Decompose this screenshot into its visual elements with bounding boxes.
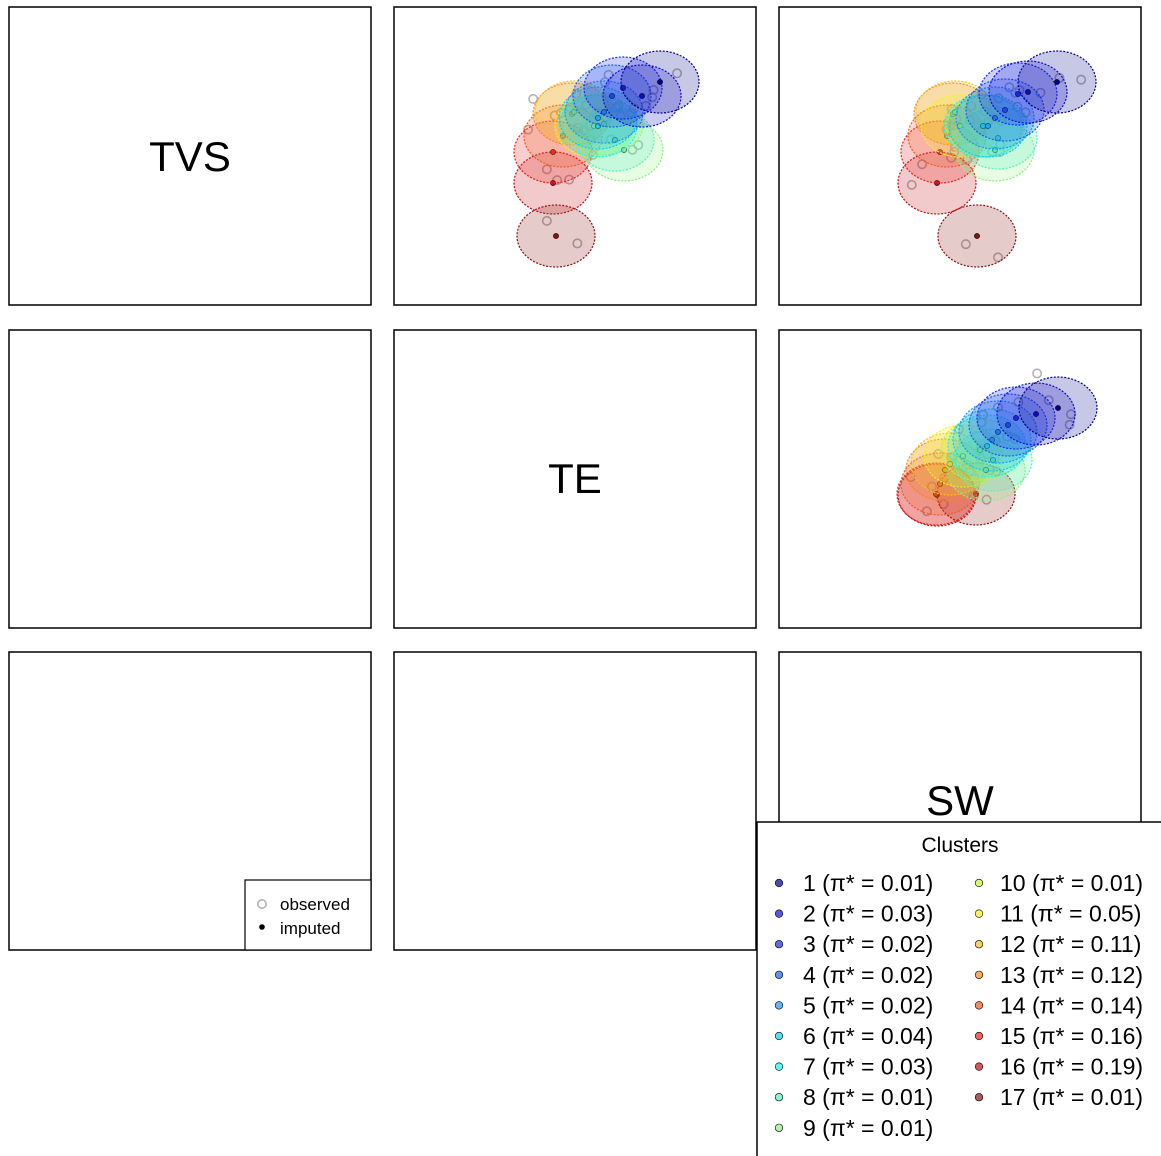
cluster-legend-marker-2 bbox=[775, 910, 783, 918]
cluster-17-center bbox=[974, 233, 979, 238]
panels-layer: TVS TE observed imputed SW bbox=[9, 7, 1141, 950]
cluster-legend-label-6: 6 (π* = 0.04) bbox=[803, 1023, 933, 1049]
scatter-legend: observed imputed bbox=[245, 880, 371, 950]
panel-frame bbox=[9, 330, 371, 628]
cluster-legend-marker-8 bbox=[775, 1093, 783, 1101]
panel-TVS-TVS: TVS bbox=[9, 7, 371, 305]
cluster-legend-label-13: 13 (π* = 0.12) bbox=[1000, 962, 1143, 988]
cluster-legend-label-5: 5 (π* = 0.02) bbox=[803, 992, 933, 1018]
cluster-legend-label-17: 17 (π* = 0.01) bbox=[1000, 1084, 1143, 1110]
cluster-legend-marker-17 bbox=[975, 1093, 983, 1101]
diag-label-te: TE bbox=[548, 455, 602, 502]
cluster-legend-marker-7 bbox=[775, 1063, 783, 1071]
cluster-legend-marker-5 bbox=[775, 1002, 783, 1010]
cluster-legend-marker-13 bbox=[975, 971, 983, 979]
cluster-legend-label-2: 2 (π* = 0.03) bbox=[803, 901, 933, 927]
cluster-legend-label-4: 4 (π* = 0.02) bbox=[803, 962, 933, 988]
cluster-legend-marker-3 bbox=[775, 940, 783, 948]
panel-TE-TVS bbox=[9, 330, 371, 628]
cluster-legend-label-10: 10 (π* = 0.01) bbox=[1000, 870, 1143, 896]
diag-label-sw: SW bbox=[926, 777, 994, 824]
legend-observed-label: observed bbox=[280, 895, 350, 914]
cluster-legend-label-7: 7 (π* = 0.03) bbox=[803, 1054, 933, 1080]
cluster-legend-marker-14 bbox=[975, 1002, 983, 1010]
cluster-legend-marker-4 bbox=[775, 971, 783, 979]
cluster-legend-marker-10 bbox=[975, 879, 983, 887]
cluster-legend-marker-1 bbox=[775, 879, 783, 887]
legend-imputed-label: imputed bbox=[280, 919, 340, 938]
cluster-legend-label-15: 15 (π* = 0.16) bbox=[1000, 1023, 1143, 1049]
panel-SW-TVS: observed imputed bbox=[9, 652, 371, 950]
cluster-1-center bbox=[657, 79, 662, 84]
cluster-legend-marker-12 bbox=[975, 940, 983, 948]
cluster-legend-label-9: 9 (π* = 0.01) bbox=[803, 1115, 933, 1141]
cluster-legend-label-11: 11 (π* = 0.05) bbox=[1000, 901, 1141, 927]
diag-label-tvs: TVS bbox=[149, 133, 231, 180]
cluster-1-center bbox=[1054, 79, 1059, 84]
cluster-1-center bbox=[1055, 405, 1060, 410]
cluster-legend-marker-15 bbox=[975, 1032, 983, 1040]
legend-imputed-marker bbox=[259, 924, 265, 930]
cluster-legend-marker-9 bbox=[775, 1124, 783, 1132]
panel-SW-TE bbox=[394, 652, 763, 950]
cluster-legend-marker-6 bbox=[775, 1032, 783, 1040]
panel-TVS-TE bbox=[394, 7, 756, 305]
cluster-legend-marker-16 bbox=[975, 1063, 983, 1071]
cluster-legend-title: Clusters bbox=[921, 834, 998, 857]
legend-layer: Clusters 1 (π* = 0.01) 2 (π* = 0.03) 3 (π* … bbox=[757, 822, 1161, 1156]
cluster-legend-label-16: 16 (π* = 0.19) bbox=[1000, 1054, 1143, 1080]
cluster-legend-label-14: 14 (π* = 0.14) bbox=[1000, 992, 1143, 1018]
cluster-legend-marker-11 bbox=[975, 910, 983, 918]
panel-TE-SW bbox=[779, 330, 1141, 628]
cluster-legend-label-3: 3 (π* = 0.02) bbox=[803, 931, 933, 957]
cluster-legend: Clusters 1 (π* = 0.01) 2 (π* = 0.03) 3 (π* … bbox=[757, 822, 1161, 1156]
panel-frame bbox=[394, 652, 756, 950]
scatter-legend-box bbox=[245, 880, 371, 950]
panel-TVS-SW bbox=[779, 7, 1141, 305]
cluster-legend-label-8: 8 (π* = 0.01) bbox=[803, 1084, 933, 1110]
panel-TE-TE: TE bbox=[394, 330, 756, 628]
cluster-legend-label-12: 12 (π* = 0.11) bbox=[1000, 931, 1141, 957]
cluster-17-center bbox=[553, 233, 558, 238]
cluster-legend-label-1: 1 (π* = 0.01) bbox=[803, 870, 933, 896]
